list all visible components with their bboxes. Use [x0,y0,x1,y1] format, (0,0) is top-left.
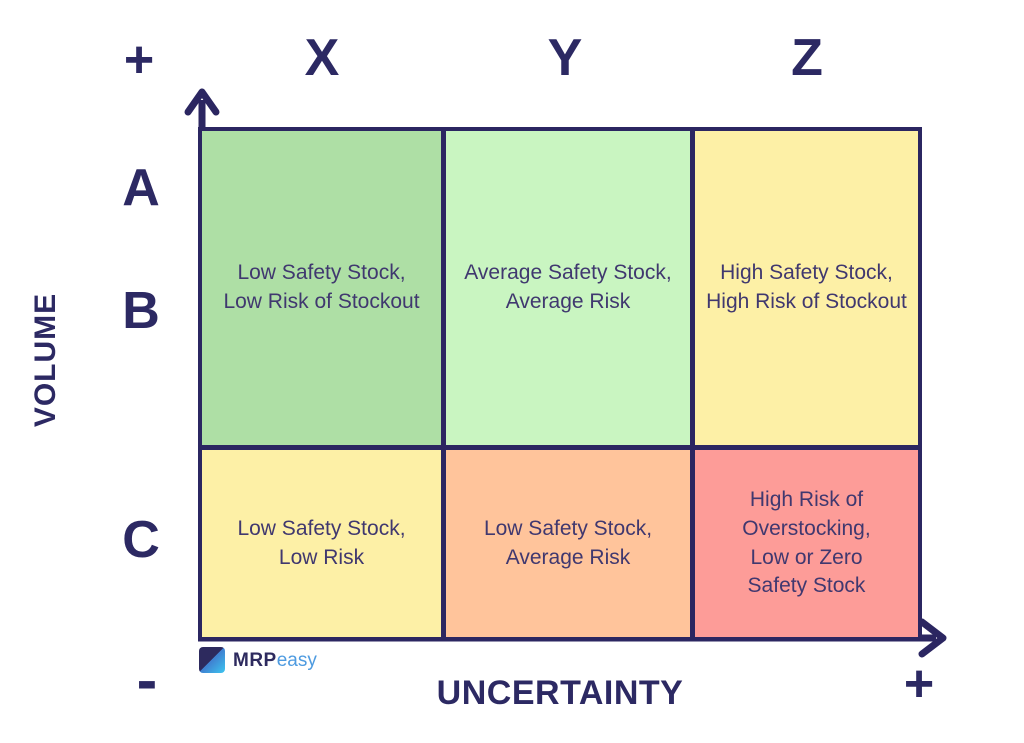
mrpeasy-logo-text: MRPeasy [233,651,317,670]
mrpeasy-logo-icon [199,647,225,673]
x-axis-category-y: Y [547,29,583,87]
matrix-cell-ab-y: Average Safety Stock, Average Risk [446,131,690,445]
y-axis-title: VOLUME [29,292,62,428]
matrix-cell-c-x: Low Safety Stock, Low Risk [202,450,441,637]
matrix-cell-label: Average Safety Stock, Average Risk [464,261,672,313]
y-axis-category-c: C [122,511,160,569]
logo-text-bold: MRP [233,649,277,671]
mrpeasy-logo: MRPeasy [199,646,317,674]
x-axis-title: UNCERTAINTY [436,674,684,712]
matrix-cell-label: Low Safety Stock, Low Risk of Stockout [223,261,420,313]
matrix-cell-ab-z: High Safety Stock, High Risk of Stockout [695,131,918,445]
y-axis-minus-symbol: - [136,646,158,715]
y-axis-category-a: A [122,159,160,217]
matrix-cell-label: Low Safety Stock, Average Risk [483,516,653,569]
matrix-cell-label: High Risk of Overstocking, Low or Zero S… [742,487,871,598]
matrix-grid: Low Safety Stock, Low Risk of Stockout A… [198,127,922,641]
x-axis-category-x: X [304,29,340,87]
logo-text-light: easy [276,649,317,671]
y-axis-plus-symbol: + [123,31,155,89]
y-axis-category-b: B [122,282,160,340]
matrix-cell-label: High Safety Stock, High Risk of Stockout [706,261,907,313]
matrix-cell-c-z: High Risk of Overstocking, Low or Zero S… [695,450,918,637]
matrix-cell-ab-x: Low Safety Stock, Low Risk of Stockout [202,131,441,445]
x-axis-category-z: Z [791,29,823,87]
matrix-cell-label: Low Safety Stock, Low Risk [237,516,406,569]
matrix-cell-c-y: Low Safety Stock, Average Risk [446,450,690,637]
x-axis-plus-symbol: + [903,655,935,713]
